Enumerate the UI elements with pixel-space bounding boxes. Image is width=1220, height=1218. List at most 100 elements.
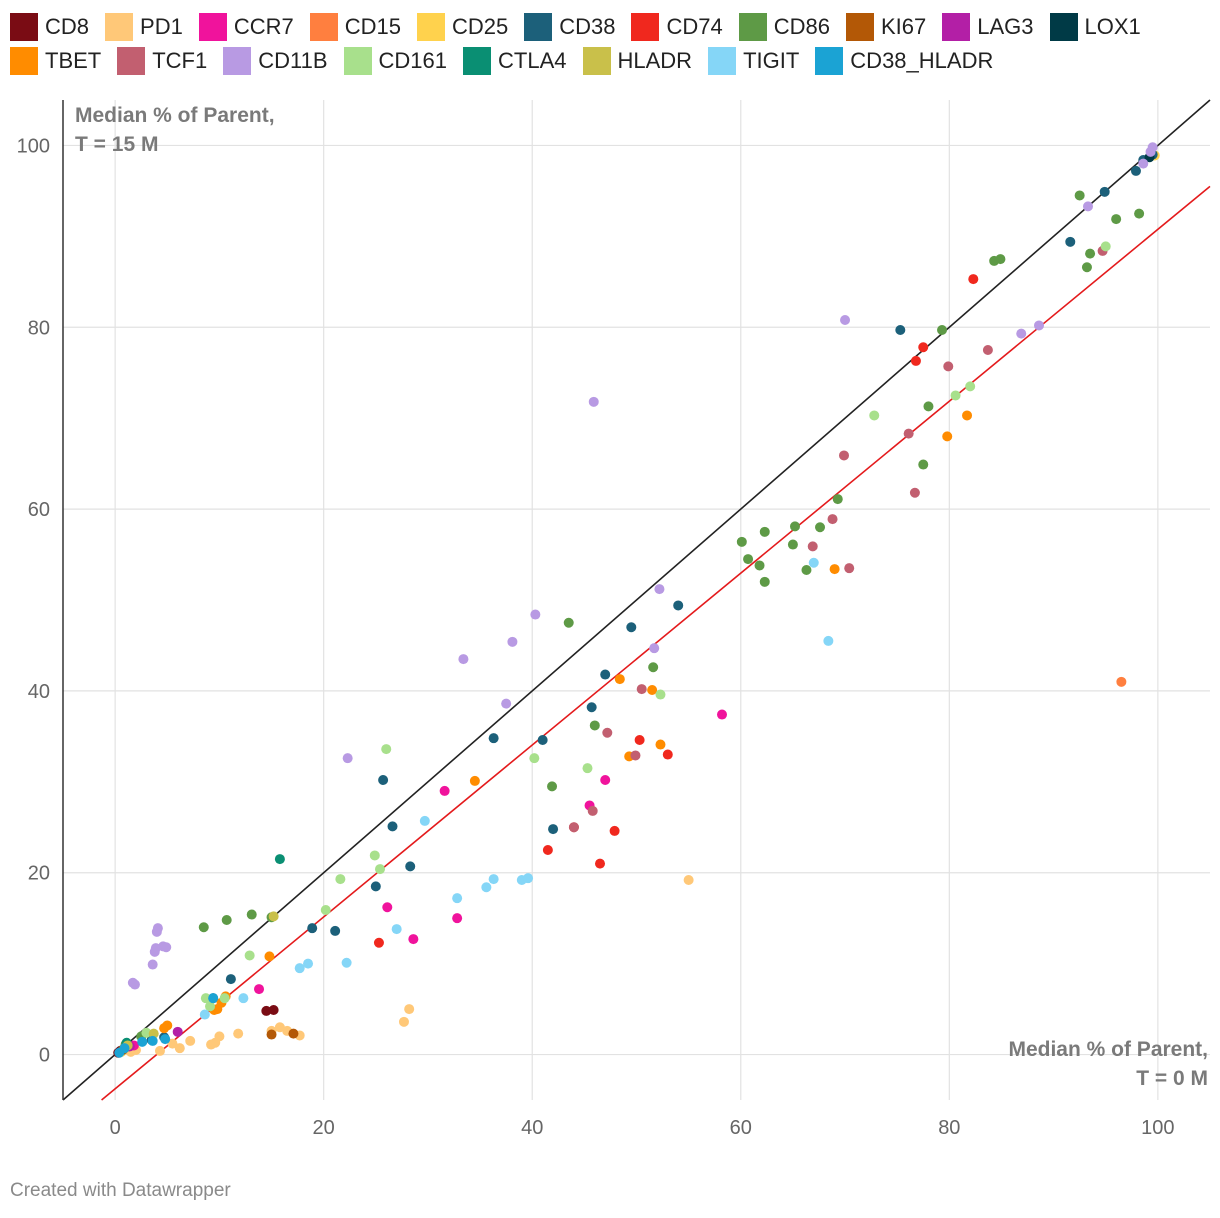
legend-item: CD11B (223, 47, 328, 75)
y-axis-title: T = 15 M (75, 133, 158, 156)
point-cd38 (1099, 186, 1110, 197)
point-tigit (199, 1009, 210, 1020)
y-tick-label: 60 (28, 499, 50, 521)
reference-lines (62, 99, 1211, 1101)
point-tigit (238, 993, 249, 1004)
point-cd161 (244, 950, 255, 961)
point-cd11b (129, 979, 140, 990)
point-cd11b (649, 643, 660, 654)
point-ctla4 (274, 854, 285, 865)
point-cd86 (221, 915, 232, 925)
x-tick-label: 40 (521, 1117, 543, 1139)
point-cd38_hladr (147, 1035, 158, 1046)
point-cd38 (488, 733, 499, 744)
point-tbet (829, 564, 840, 575)
point-cd15 (1116, 676, 1127, 687)
point-cd74 (634, 735, 645, 745)
point-ccr7 (254, 984, 265, 995)
point-cd38 (370, 881, 381, 892)
legend-swatch (105, 13, 134, 41)
point-pd1 (154, 1045, 165, 1056)
legend-item: CD161 (343, 47, 448, 75)
point-ki67 (266, 1029, 277, 1040)
point-cd38 (586, 702, 597, 713)
point-cd38 (378, 775, 389, 785)
legend-label: LOX1 (1084, 14, 1141, 39)
legend-swatch (198, 13, 227, 41)
legend-label: CD25 (451, 14, 509, 39)
point-cd86 (648, 662, 659, 673)
point-cd11b (1138, 158, 1149, 169)
x-axis-title: T = 0 M (1136, 1067, 1208, 1090)
legend-label: CD8 (45, 14, 90, 39)
legend-item: CD74 (631, 13, 723, 41)
legend-label: TCF1 (152, 48, 208, 73)
point-cd86 (789, 521, 800, 532)
axis-titles: Median % of Parent, T = 15 M Median % of P… (75, 104, 1208, 1090)
point-cd86 (736, 536, 747, 547)
point-cd38 (387, 821, 398, 832)
point-cd161 (582, 763, 593, 774)
point-tcf1 (807, 541, 818, 552)
legend-label: CD74 (666, 14, 723, 39)
point-cd38 (895, 325, 906, 335)
point-cd38 (307, 923, 318, 934)
point-cd86 (1074, 190, 1085, 201)
point-pd1 (214, 1031, 225, 1042)
point-tigit (391, 924, 402, 935)
point-cd11b (147, 959, 158, 970)
point-cd86 (787, 539, 798, 550)
point-cd86 (563, 617, 574, 628)
legend-item: PD1 (105, 13, 183, 41)
legend-item: LOX1 (1049, 13, 1141, 41)
point-pd1 (398, 1016, 409, 1027)
point-tcf1 (943, 361, 954, 372)
legend-item: LAG3 (942, 13, 1034, 41)
point-pd1 (404, 1004, 415, 1015)
point-cd38_hladr (160, 1034, 171, 1045)
point-cd38_hladr (119, 1043, 130, 1054)
point-tigit (488, 874, 499, 885)
point-tigit (419, 815, 430, 826)
point-tbet (962, 410, 973, 421)
point-tigit (452, 893, 463, 904)
point-cd74 (542, 845, 553, 855)
point-tcf1 (839, 450, 850, 461)
point-cd11b (530, 609, 541, 620)
point-cd38 (330, 925, 341, 936)
point-cd38 (225, 974, 236, 985)
point-cd8 (268, 1005, 279, 1015)
point-tcf1 (982, 345, 993, 355)
point-cd11b (588, 396, 599, 407)
reference-line-fit (101, 185, 1211, 1101)
legend-label: CD161 (378, 48, 448, 73)
point-tbet (469, 775, 480, 786)
point-cd11b (501, 698, 512, 709)
legend-swatch (10, 47, 38, 75)
point-cd74 (595, 858, 606, 869)
legend-label: TBET (45, 48, 102, 73)
legend-item: TBET (10, 47, 101, 75)
point-cd38 (548, 824, 559, 835)
point-cd38_hladr (208, 993, 219, 1004)
point-cd86 (995, 254, 1006, 265)
point-cd74 (968, 274, 979, 285)
legend-swatch (631, 13, 660, 41)
legend-item: HLADR (582, 47, 692, 75)
footer-credit: Created with Datawrapper (10, 1180, 231, 1201)
point-cd74 (373, 937, 384, 948)
legend-item: KI67 (845, 13, 926, 41)
x-tick-label: 20 (313, 1117, 335, 1139)
point-pd1 (185, 1035, 196, 1046)
point-cd161 (369, 850, 380, 861)
point-cd86 (815, 522, 826, 533)
legend-swatch (117, 47, 146, 75)
point-cd11b (152, 923, 163, 934)
point-cd86 (246, 909, 257, 920)
point-tbet (647, 685, 658, 695)
point-cd161 (1100, 241, 1111, 252)
point-tcf1 (827, 514, 838, 525)
legend-swatch (942, 13, 971, 41)
legend-item: CTLA4 (463, 47, 567, 75)
point-cd161 (374, 864, 385, 875)
